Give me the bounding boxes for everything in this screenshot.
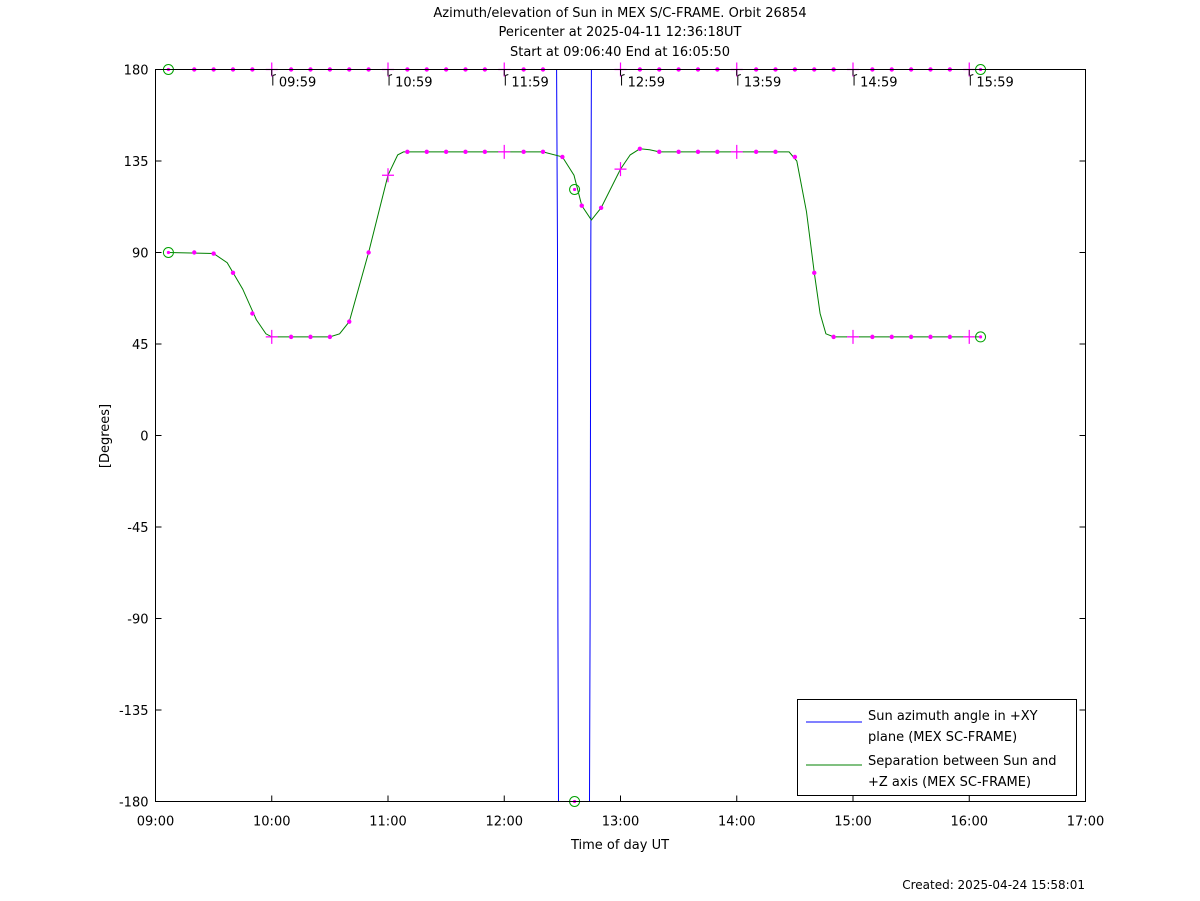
data-point-marker xyxy=(792,154,798,160)
y-tick-label: 180 xyxy=(124,64,149,79)
legend-label-separation-line1: Separation between Sun and xyxy=(868,754,1056,769)
data-point-marker xyxy=(695,149,701,155)
data-point-marker xyxy=(870,334,875,340)
x-tick-label: 11:00 xyxy=(369,815,406,830)
created-footer: Created: 2025-04-24 15:58:01 xyxy=(902,878,1085,892)
data-point-marker xyxy=(443,149,449,155)
event-center-dot xyxy=(978,335,983,339)
x-axis-label: Time of day UT xyxy=(570,838,669,853)
axes: 09:00 10:00 11:00 12:00 13:00 14:00 15:00 16:00… xyxy=(119,64,1104,830)
data-point-marker xyxy=(908,334,914,340)
y-tick-label: -180 xyxy=(119,796,149,811)
legend-label-azimuth-line1: Sun azimuth angle in +XY xyxy=(868,709,1038,724)
data-point-marker xyxy=(211,251,216,256)
x-tick-label: 12:00 xyxy=(486,815,523,830)
time-label: 14:59 xyxy=(860,76,897,91)
data-point-marker xyxy=(308,334,313,340)
chart-title: Azimuth/elevation of Sun in MEX S/C-FRAM… xyxy=(433,6,806,21)
hour-cross-marker xyxy=(963,329,976,344)
time-label: 09:59 xyxy=(279,76,316,91)
data-point-marker xyxy=(579,203,584,208)
y-tick-label: 45 xyxy=(132,338,149,353)
data-point-marker xyxy=(637,146,643,151)
data-point-marker xyxy=(327,334,333,340)
data-point-marker xyxy=(889,334,894,340)
data-point-marker xyxy=(947,334,953,340)
chart-subtitle-pericenter: Pericenter at 2025-04-11 12:36:18UT xyxy=(498,25,741,40)
x-tick-label: 16:00 xyxy=(951,815,988,830)
y-axis-label: [Degrees] xyxy=(98,404,113,468)
x-tick-label: 13:00 xyxy=(602,815,639,830)
data-point-marker xyxy=(831,334,836,340)
data-point-marker xyxy=(482,149,488,155)
x-tick-label: 15:00 xyxy=(834,815,871,830)
data-point-marker xyxy=(230,270,236,276)
y-tick-label: 90 xyxy=(132,247,149,262)
hour-cross-marker xyxy=(730,144,743,159)
data-point-marker xyxy=(715,149,720,155)
time-label-tick xyxy=(853,74,858,86)
y-tick-label: 135 xyxy=(124,155,149,170)
data-point-marker xyxy=(192,250,197,255)
legend-label-azimuth-line2: plane (MEX SC-FRAME) xyxy=(868,730,1017,745)
data-point-marker xyxy=(753,149,759,155)
y-tick-label: -45 xyxy=(127,521,148,536)
legend: Sun azimuth angle in +XY plane (MEX SC-F… xyxy=(797,699,1077,796)
time-label: 10:59 xyxy=(395,76,432,91)
data-point-marker xyxy=(540,149,546,155)
event-circle-marker xyxy=(975,331,987,343)
legend-box xyxy=(797,699,1077,796)
x-tick-label: 14:00 xyxy=(718,815,755,830)
series-line-separation xyxy=(168,148,981,338)
data-point-marker xyxy=(250,311,255,316)
data-point-marker xyxy=(560,154,565,160)
hour-cross-marker xyxy=(847,329,859,344)
y-tick-label: -90 xyxy=(127,613,148,628)
y-tick-label: -135 xyxy=(119,704,149,719)
plot-frame xyxy=(155,69,1086,802)
data-point-marker xyxy=(676,149,681,155)
hour-cross-marker xyxy=(614,162,627,177)
time-label: 13:59 xyxy=(744,76,781,91)
series-line-azimuth xyxy=(168,69,981,802)
time-label: 11:59 xyxy=(511,76,548,91)
time-label: 12:59 xyxy=(628,76,665,91)
time-label-tick xyxy=(969,74,974,86)
data-point-marker xyxy=(812,270,817,276)
time-label: 15:59 xyxy=(976,76,1013,91)
event-circle-marker xyxy=(569,183,581,195)
hour-cross-marker xyxy=(265,329,278,344)
y-tick-label: 0 xyxy=(140,430,148,445)
data-point-marker xyxy=(288,334,294,340)
legend-label-separation-line2: +Z axis (MEX SC-FRAME) xyxy=(868,775,1031,790)
x-tick-label: 09:00 xyxy=(137,815,174,830)
time-label-tick xyxy=(272,74,276,86)
chart-subtitle-start-end: Start at 09:06:40 End at 16:05:50 xyxy=(510,45,730,60)
data-point-marker xyxy=(347,319,352,324)
data-point-marker xyxy=(366,250,371,255)
event-center-dot xyxy=(166,250,171,255)
data-point-marker xyxy=(773,149,778,155)
data-point-marker xyxy=(657,149,662,155)
hour-cross-marker xyxy=(382,168,394,183)
time-label-tick xyxy=(737,74,741,86)
time-label-tick xyxy=(504,74,509,86)
data-point-marker xyxy=(405,149,410,155)
hour-cross-marker xyxy=(498,144,511,159)
data-point-marker xyxy=(463,149,468,155)
data-point-marker xyxy=(598,205,604,210)
data-point-marker xyxy=(521,149,526,155)
time-label-tick xyxy=(388,74,393,86)
data-point-marker xyxy=(424,149,429,155)
time-label-tick xyxy=(621,74,625,86)
x-tick-label: 10:00 xyxy=(253,815,290,830)
data-point-marker xyxy=(928,334,933,340)
event-center-dot xyxy=(572,187,577,192)
plot-area: 09:59 10:59 11:59 12:59 13:59 14:59 15:59 xyxy=(162,62,1014,807)
x-tick-label: 17:00 xyxy=(1067,815,1104,830)
event-circle-marker xyxy=(162,247,174,258)
